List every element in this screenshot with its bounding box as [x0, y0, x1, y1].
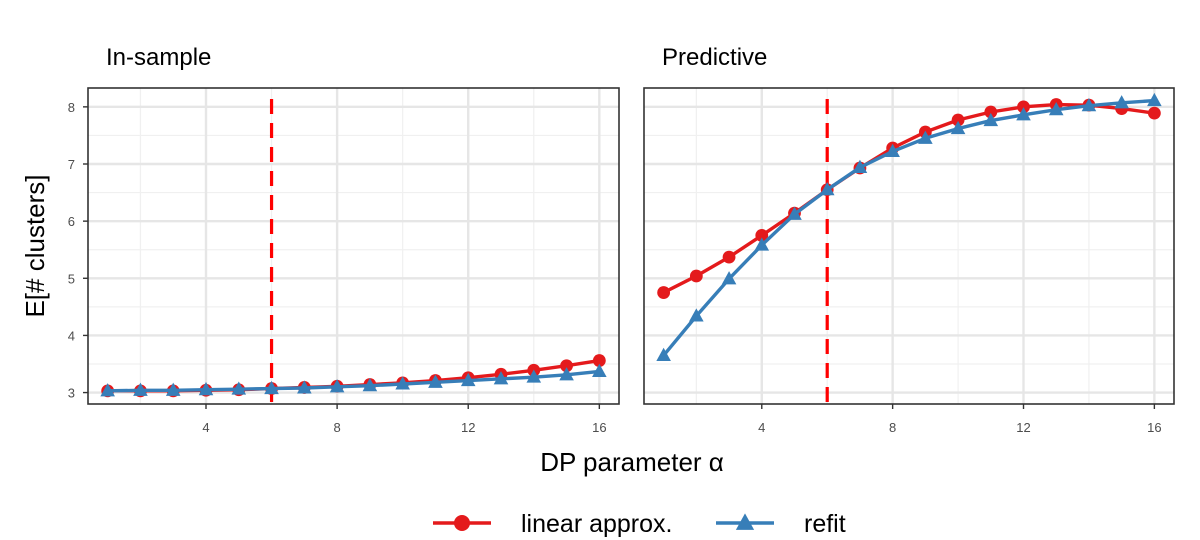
data-point — [165, 382, 181, 396]
data-point — [819, 182, 835, 196]
data-point — [297, 380, 312, 394]
data-point — [656, 347, 671, 361]
x-tick-label: 8 — [333, 420, 340, 435]
data-point — [493, 371, 509, 385]
data-point — [1114, 95, 1129, 109]
y-tick-label: 3 — [68, 386, 75, 401]
legend-label: linear approx. — [521, 510, 672, 538]
data-point — [100, 383, 115, 397]
legend-item: linear approx. — [433, 510, 672, 538]
data-point — [950, 120, 966, 135]
x-tick-label: 16 — [1147, 420, 1161, 435]
y-tick-label: 6 — [68, 214, 75, 229]
data-point — [754, 237, 770, 251]
y-tick-label: 4 — [68, 328, 75, 343]
data-point — [951, 113, 965, 127]
x-tick-label: 4 — [758, 420, 765, 435]
series-line — [662, 102, 1155, 295]
data-point — [1016, 107, 1031, 121]
legend-label: refit — [804, 510, 846, 538]
data-point — [592, 354, 606, 367]
legend-swatch-marker — [735, 513, 755, 530]
data-point — [1147, 106, 1161, 120]
legend: linear approx. refit — [433, 510, 846, 538]
data-point — [722, 250, 736, 264]
data-point — [689, 308, 704, 322]
x-tick-label: 8 — [889, 420, 896, 435]
x-tick-label: 16 — [592, 420, 606, 435]
series-line — [662, 98, 1155, 357]
y-tick-label: 5 — [68, 271, 75, 286]
data-point — [755, 229, 769, 242]
panel-border — [643, 87, 1175, 405]
data-point — [428, 374, 443, 388]
x-axis-title: DP parameter α — [540, 447, 724, 477]
panels: In-sample 4 8 12 16 3 4 5 6 7 8 Predictive 4 8 12 16 — [68, 44, 1175, 435]
series-linear-approx — [657, 98, 1161, 299]
data-point — [1048, 102, 1064, 116]
data-point — [657, 286, 671, 299]
data-point — [1147, 92, 1162, 107]
data-point — [787, 206, 802, 220]
panel-title: Predictive — [662, 44, 767, 71]
panel-0: In-sample 4 8 12 16 3 4 5 6 7 8 — [68, 44, 620, 435]
data-point — [983, 112, 999, 127]
data-point — [885, 143, 900, 157]
legend-item: refit — [716, 510, 846, 538]
data-point — [395, 376, 410, 390]
data-point — [1017, 100, 1030, 114]
x-tick-label: 12 — [461, 420, 475, 435]
data-point — [329, 379, 345, 393]
data-point — [460, 372, 476, 387]
panel-1: Predictive 4 8 12 16 — [643, 44, 1175, 435]
y-tick-label: 7 — [68, 157, 75, 172]
data-point — [526, 369, 542, 383]
data-point — [918, 130, 933, 144]
y-tick-label: 8 — [68, 100, 75, 115]
series-refit — [656, 92, 1162, 361]
legend-swatch-marker — [454, 515, 470, 531]
x-tick-label: 12 — [1016, 420, 1030, 435]
panel-title: In-sample — [106, 44, 211, 71]
data-point — [592, 363, 607, 377]
data-point — [362, 378, 378, 392]
data-point — [133, 382, 148, 396]
data-point — [559, 367, 574, 381]
data-point — [689, 269, 703, 283]
data-point — [984, 105, 998, 119]
data-point — [852, 159, 868, 173]
data-point — [721, 271, 737, 285]
x-tick-label: 4 — [202, 420, 209, 435]
series-refit — [100, 363, 607, 397]
data-point — [231, 381, 247, 395]
data-point — [264, 380, 279, 395]
data-point — [560, 359, 573, 373]
panel-border — [87, 87, 620, 405]
y-axis-title: E[# clusters] — [20, 174, 50, 317]
data-point — [1081, 98, 1097, 112]
series-line — [107, 369, 600, 393]
data-point — [198, 382, 214, 396]
